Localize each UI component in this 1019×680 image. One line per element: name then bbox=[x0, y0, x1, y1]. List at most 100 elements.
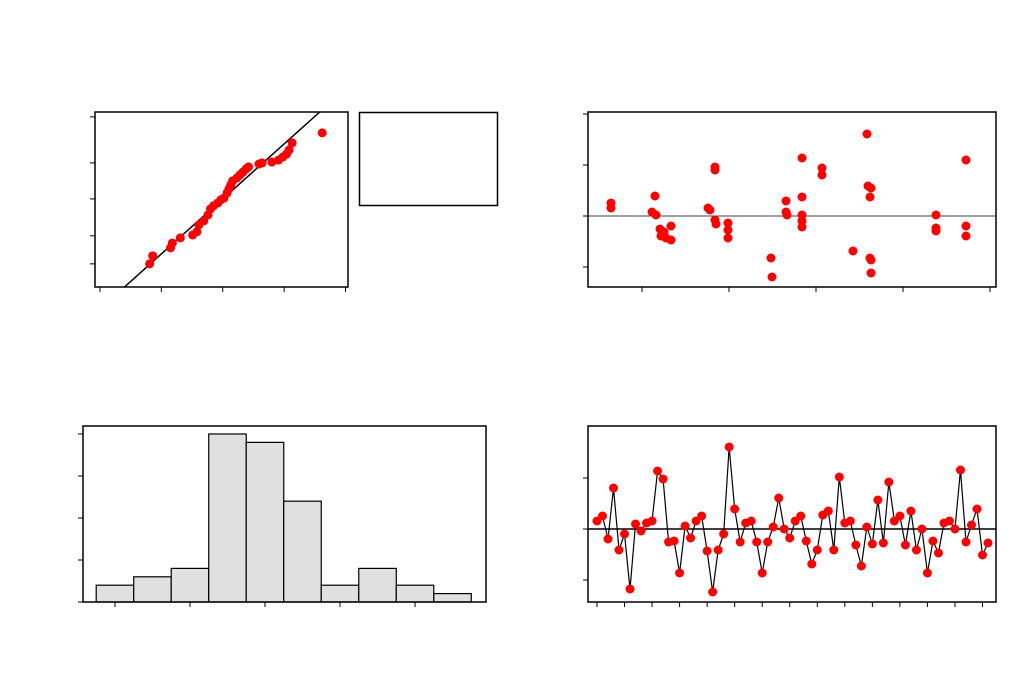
point bbox=[829, 545, 839, 555]
point bbox=[697, 511, 707, 521]
point bbox=[933, 548, 943, 558]
point bbox=[175, 233, 185, 243]
point bbox=[702, 546, 712, 556]
point bbox=[651, 210, 661, 220]
point bbox=[724, 442, 734, 452]
point bbox=[866, 255, 876, 265]
point bbox=[823, 506, 833, 516]
point bbox=[625, 584, 635, 594]
point bbox=[931, 226, 941, 236]
point bbox=[723, 218, 733, 228]
bar bbox=[283, 500, 322, 603]
point bbox=[797, 192, 807, 202]
point bbox=[917, 524, 927, 534]
point bbox=[647, 516, 657, 526]
point bbox=[167, 238, 177, 248]
point bbox=[686, 533, 696, 543]
point bbox=[735, 537, 745, 547]
plot-frame bbox=[587, 111, 997, 288]
point bbox=[675, 568, 685, 578]
point bbox=[620, 529, 630, 539]
plot-frame bbox=[587, 425, 997, 603]
bar bbox=[95, 584, 135, 603]
plot-frame bbox=[94, 111, 349, 288]
point bbox=[705, 205, 715, 215]
point bbox=[878, 538, 888, 548]
point bbox=[928, 536, 938, 546]
point bbox=[812, 545, 822, 555]
point bbox=[866, 183, 876, 193]
point bbox=[906, 506, 916, 516]
point bbox=[944, 516, 954, 526]
point bbox=[779, 524, 789, 534]
point bbox=[658, 474, 668, 484]
point bbox=[961, 221, 971, 231]
bar bbox=[208, 433, 247, 603]
bar bbox=[320, 584, 360, 603]
point bbox=[730, 504, 740, 514]
point bbox=[723, 225, 733, 235]
point bbox=[866, 268, 876, 278]
point bbox=[317, 128, 327, 138]
point bbox=[192, 227, 202, 237]
point bbox=[851, 540, 861, 550]
point bbox=[145, 259, 155, 269]
point bbox=[856, 561, 866, 571]
point bbox=[757, 568, 767, 578]
point bbox=[862, 129, 872, 139]
point bbox=[931, 210, 941, 220]
point bbox=[978, 550, 988, 560]
point bbox=[900, 540, 910, 550]
point bbox=[884, 477, 894, 487]
point bbox=[797, 222, 807, 232]
point bbox=[972, 504, 982, 514]
point bbox=[922, 568, 932, 578]
point bbox=[911, 545, 921, 555]
bar bbox=[170, 567, 210, 603]
bar bbox=[395, 584, 435, 603]
point bbox=[834, 472, 844, 482]
point bbox=[244, 162, 254, 172]
point bbox=[284, 145, 294, 155]
point bbox=[983, 538, 993, 548]
point bbox=[267, 157, 277, 167]
point bbox=[666, 235, 676, 245]
point bbox=[801, 536, 811, 546]
point bbox=[597, 511, 607, 521]
legend-box bbox=[358, 111, 499, 207]
point bbox=[752, 537, 762, 547]
point bbox=[711, 219, 721, 229]
point bbox=[631, 519, 641, 529]
point bbox=[961, 537, 971, 547]
point bbox=[774, 493, 784, 503]
bar bbox=[245, 441, 285, 603]
point bbox=[766, 253, 776, 263]
point bbox=[614, 545, 624, 555]
point bbox=[950, 524, 960, 534]
point bbox=[763, 537, 773, 547]
point bbox=[606, 203, 616, 213]
point bbox=[636, 526, 646, 536]
point bbox=[865, 192, 875, 202]
point bbox=[768, 522, 778, 532]
point bbox=[961, 231, 971, 241]
point bbox=[796, 511, 806, 521]
point bbox=[680, 521, 690, 531]
point bbox=[873, 495, 883, 505]
point bbox=[862, 522, 872, 532]
point bbox=[653, 466, 663, 476]
point bbox=[817, 170, 827, 180]
point bbox=[867, 539, 877, 549]
point bbox=[797, 153, 807, 163]
point bbox=[257, 158, 267, 168]
point bbox=[719, 529, 729, 539]
point bbox=[713, 545, 723, 555]
point bbox=[895, 511, 905, 521]
point bbox=[966, 520, 976, 530]
point bbox=[666, 221, 676, 231]
point bbox=[746, 516, 756, 526]
point bbox=[609, 483, 618, 493]
point bbox=[708, 587, 718, 597]
